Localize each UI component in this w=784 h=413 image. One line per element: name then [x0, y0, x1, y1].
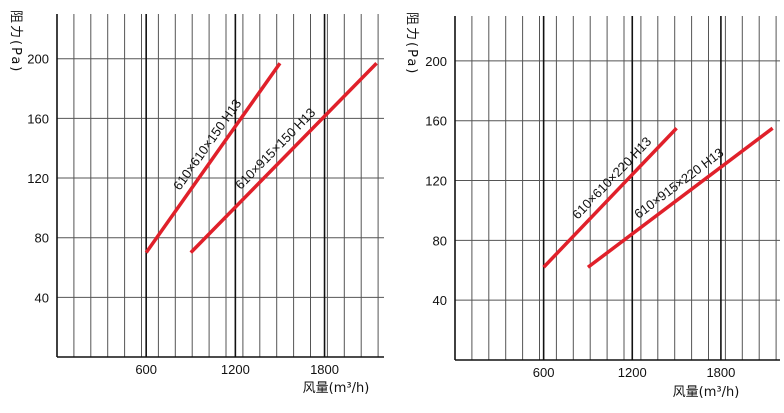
- x-tick-label: 1200: [221, 362, 250, 377]
- y-tick-label: 80: [35, 231, 49, 246]
- x-tick-label: 600: [135, 362, 157, 377]
- x-axis-title: 风量(m³/h): [303, 381, 370, 396]
- y-tick-label: 160: [425, 114, 447, 129]
- y-tick-label: 200: [425, 54, 447, 69]
- x-tick-label: 1800: [706, 365, 735, 380]
- y-tick-label: 40: [433, 293, 447, 308]
- series-line: [189, 61, 378, 254]
- chart-panel-right: 40 80 120 160 200 600 1200 1800 阻力(Pa) 风量(m³/h) 61…: [404, 12, 780, 400]
- y-tick-label: 200: [27, 52, 49, 67]
- y-axis-title: 阻力(Pa): [404, 12, 419, 75]
- x-tick-label: 1800: [310, 362, 339, 377]
- series-label: 610×915×220 H13: [631, 145, 726, 222]
- y-tick-label: 120: [425, 174, 447, 189]
- y-axis-title: 阻力(Pa): [8, 10, 23, 73]
- series-line: [144, 62, 282, 254]
- series-line: [586, 126, 774, 269]
- y-tick-label: 80: [433, 233, 447, 248]
- x-tick-label: 600: [533, 365, 555, 380]
- y-tick-label: 160: [27, 111, 49, 126]
- series-line: [542, 126, 678, 269]
- x-axis-title: 风量(m³/h): [673, 385, 740, 400]
- y-tick-label: 120: [27, 171, 49, 186]
- x-tick-label: 1200: [618, 365, 647, 380]
- y-tick-label: 40: [35, 290, 49, 305]
